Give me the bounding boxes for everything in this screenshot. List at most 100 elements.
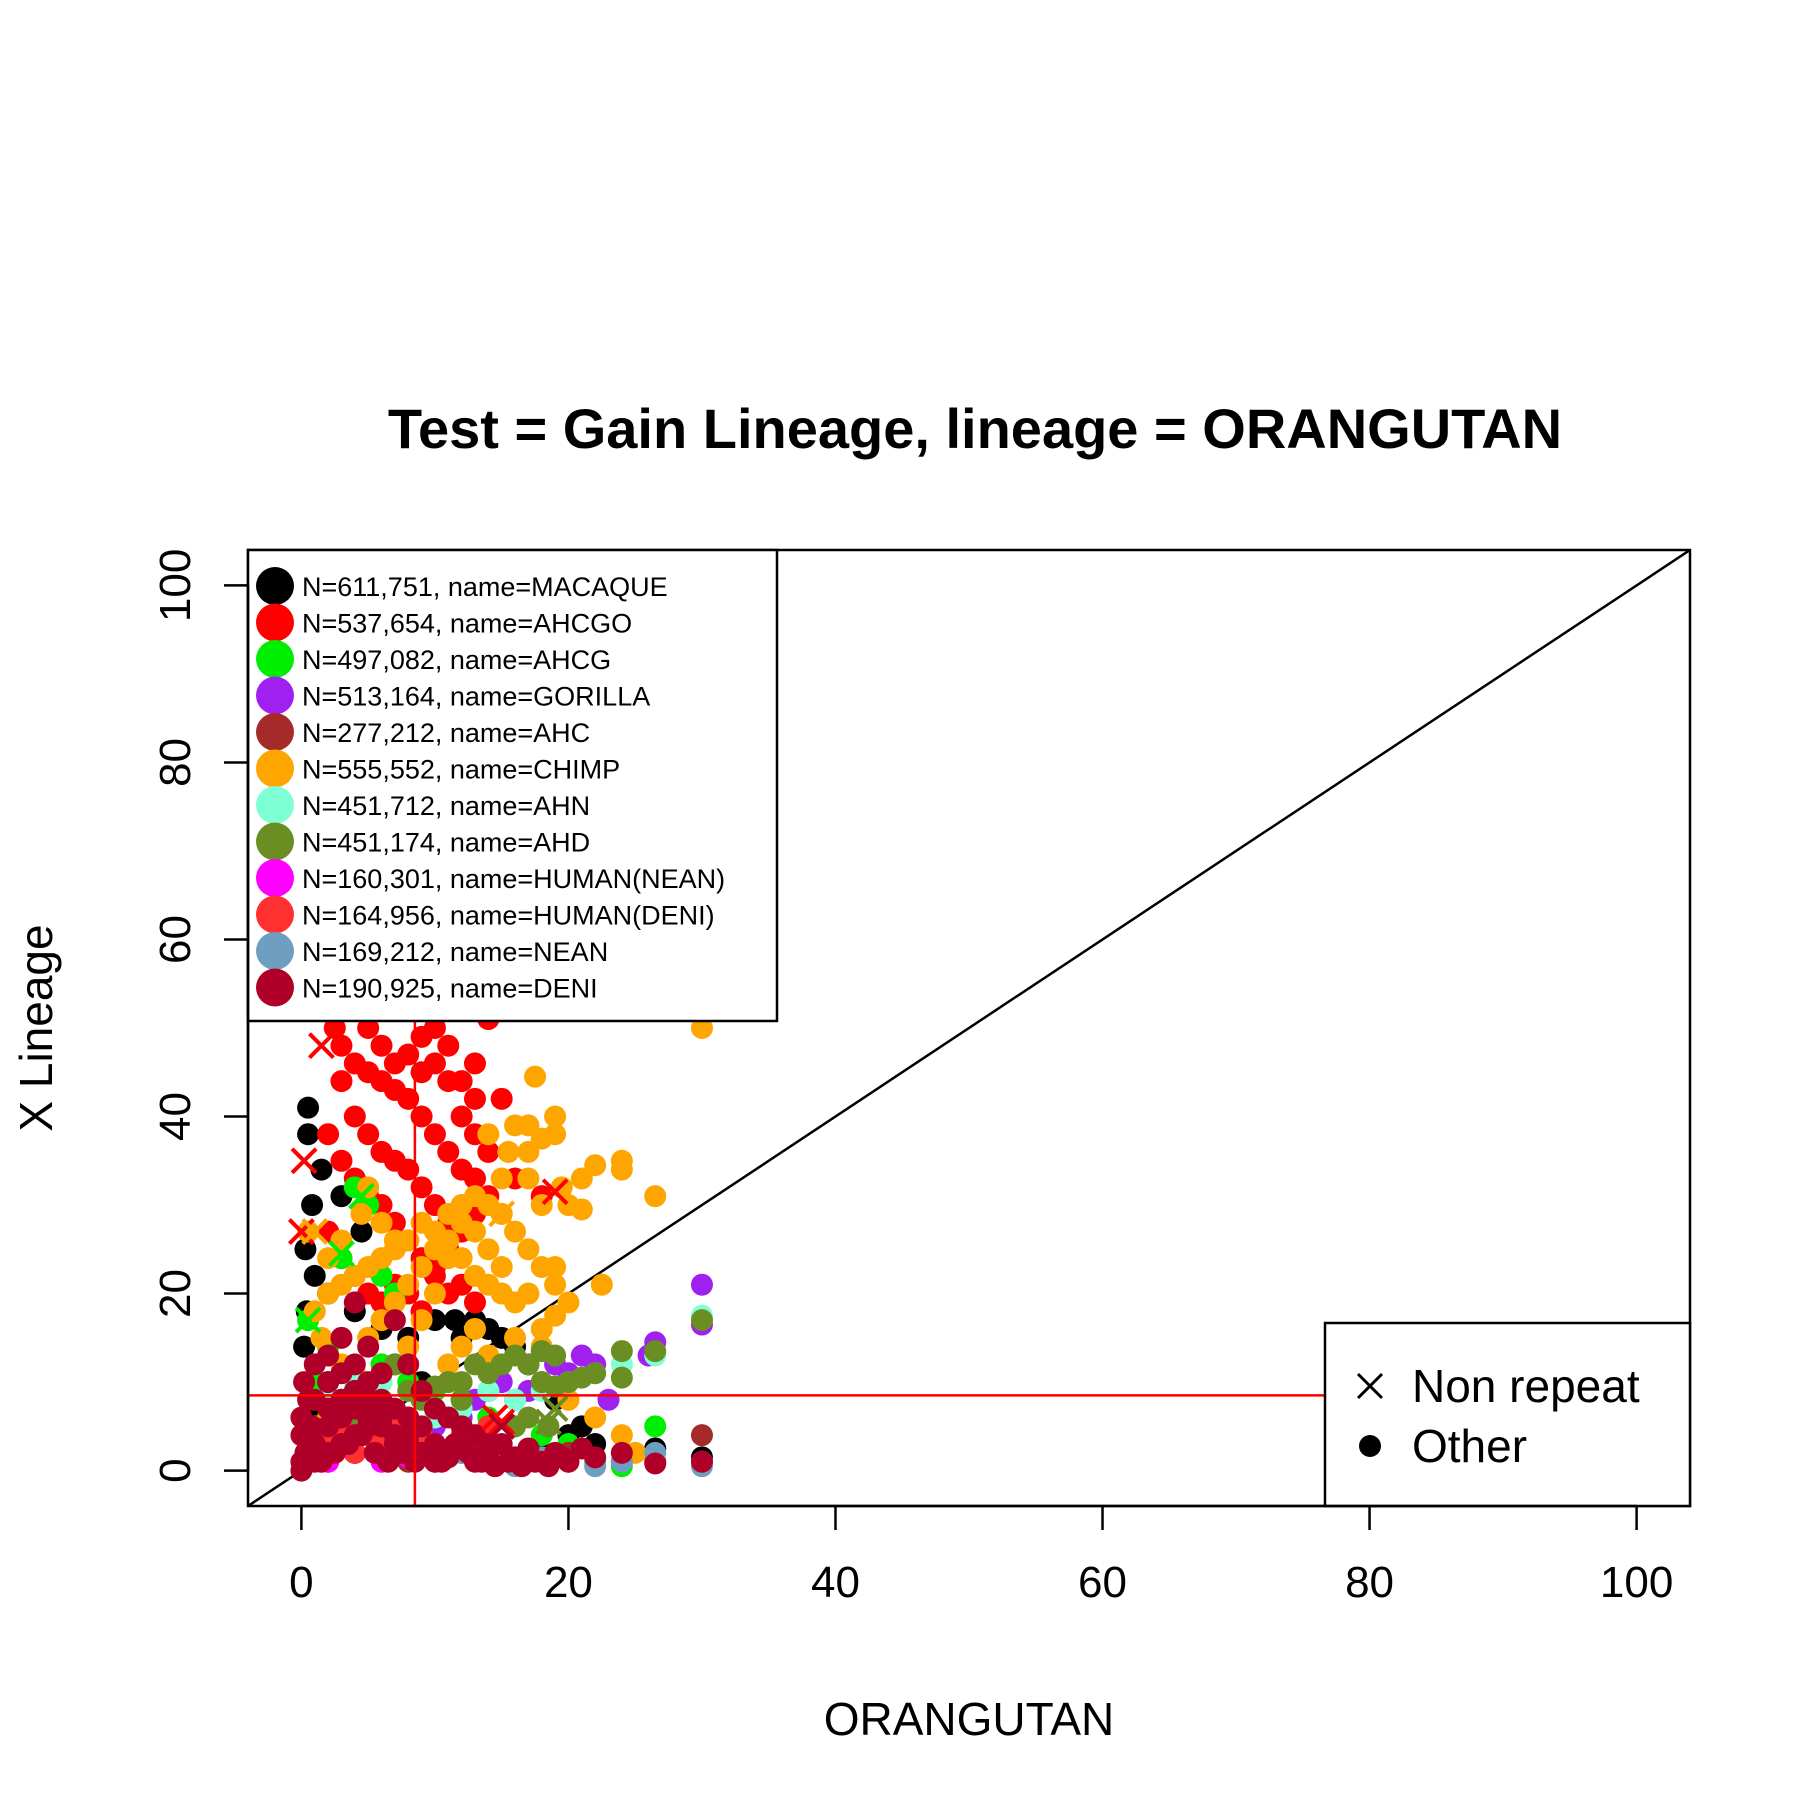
- series-11: [290, 1291, 713, 1482]
- cross-s0-2: [290, 1147, 318, 1175]
- point-s1-35: [490, 1087, 513, 1110]
- point-s7-31: [537, 1415, 560, 1438]
- point-s1-22: [323, 1017, 346, 1039]
- point-s5-67: [423, 1282, 446, 1305]
- point-s5-42: [310, 1326, 333, 1349]
- point-s11-26: [330, 1326, 353, 1349]
- point-s7-29: [450, 1388, 473, 1411]
- y-tick-label-1: 20: [151, 1269, 200, 1318]
- point-s5-1: [524, 1065, 547, 1088]
- point-s5-5: [517, 1140, 540, 1163]
- point-s5-17: [584, 1154, 607, 1177]
- point-s1-71: [463, 1291, 486, 1314]
- point-s0-2: [301, 1194, 324, 1217]
- point-s7-13: [463, 1353, 486, 1376]
- shape-legend-label-1: Other: [1412, 1420, 1527, 1472]
- legend-label-7: N=451,174, name=AHD: [302, 828, 590, 858]
- x-axis-label: ORANGUTAN: [824, 1693, 1115, 1745]
- point-s4-0: [690, 1424, 713, 1447]
- legend-label-10: N=169,212, name=NEAN: [302, 937, 608, 967]
- point-s5-60: [544, 1273, 567, 1296]
- legend-marker-3: [256, 676, 294, 715]
- legend-marker-0: [256, 567, 294, 605]
- point-s11-4: [570, 1437, 593, 1460]
- point-s11-1: [644, 1452, 667, 1475]
- point-s5-84: [437, 1353, 460, 1376]
- point-s11-67: [550, 1446, 573, 1469]
- point-s1-73: [343, 1105, 366, 1128]
- point-s5-16: [570, 1167, 593, 1190]
- legend-marker-7: [256, 822, 294, 861]
- point-s11-30: [383, 1309, 406, 1332]
- point-s5-86: [463, 1317, 486, 1340]
- point-s1-36: [463, 1052, 486, 1075]
- point-s7-26: [530, 1371, 553, 1394]
- cross-s0-3: [541, 1178, 569, 1206]
- legend-label-11: N=190,925, name=DENI: [302, 974, 598, 1004]
- point-s5-85: [450, 1335, 473, 1358]
- point-s5-9: [477, 1123, 500, 1146]
- point-s3-1: [597, 1388, 620, 1411]
- point-s1-30: [423, 1123, 446, 1146]
- point-s5-88: [504, 1326, 527, 1349]
- x-tick-label-4: 80: [1345, 1558, 1394, 1607]
- point-s5-10: [490, 1167, 513, 1190]
- point-s1-61: [330, 1149, 353, 1172]
- shape-legend-marker-0: [1356, 1372, 1384, 1400]
- chart-title: Test = Gain Lineage, lineage = ORANGUTAN: [388, 397, 1562, 460]
- point-s2-15: [644, 1415, 667, 1438]
- cross-s1-2: [294, 1306, 322, 1334]
- point-s5-11: [517, 1167, 540, 1190]
- point-s1-34: [477, 1140, 500, 1163]
- legend-label-0: N=611,751, name=MACAQUE: [302, 572, 668, 602]
- legend-label-1: N=537,654, name=AHCGO: [302, 609, 632, 639]
- legend-marker-6: [256, 786, 294, 824]
- point-s1-130: [437, 1070, 460, 1093]
- point-s5-57: [504, 1220, 527, 1243]
- x-tick-label-1: 20: [544, 1558, 593, 1607]
- legend-label-3: N=513,164, name=GORILLA: [302, 682, 650, 712]
- point-s11-2: [610, 1441, 633, 1464]
- point-s5-63: [477, 1238, 500, 1261]
- x-tick-label-0: 0: [289, 1558, 313, 1607]
- y-axis-label: X Lineage: [10, 924, 62, 1131]
- cross-group-4: [488, 1412, 516, 1440]
- point-s3-0: [690, 1273, 713, 1296]
- point-s5-77: [297, 1220, 320, 1243]
- legend-marker-2: [256, 640, 294, 678]
- y-tick-label-4: 80: [151, 738, 200, 787]
- legend-marker-5: [256, 749, 294, 788]
- point-s1-98: [370, 1034, 393, 1057]
- point-s7-1: [644, 1340, 667, 1363]
- cross-s2-1: [488, 1200, 516, 1228]
- legend-label-5: N=555,552, name=CHIMP: [302, 755, 620, 785]
- y-tick-label-3: 60: [151, 915, 200, 964]
- cross-s0-1: [308, 1032, 335, 1060]
- y-tick-label-0: 0: [151, 1458, 200, 1482]
- point-s5-23: [544, 1304, 567, 1327]
- legend: N=611,751, name=MACAQUE N=537,654, name=A…: [246, 548, 779, 1023]
- point-s5-62: [490, 1256, 513, 1278]
- point-s1-103: [437, 1034, 460, 1057]
- point-s7-3: [610, 1366, 633, 1389]
- cross-group-3: [535, 1395, 569, 1436]
- cross-s3-0: [535, 1408, 562, 1436]
- point-s5-78: [350, 1202, 373, 1225]
- point-s0-33: [350, 1220, 373, 1243]
- point-s11-0: [690, 1450, 713, 1473]
- point-s11-88: [301, 1415, 324, 1438]
- point-s7-2: [610, 1340, 633, 1363]
- legend-box: [246, 548, 779, 1023]
- point-s5-19: [610, 1158, 633, 1181]
- point-s7-25: [544, 1344, 567, 1367]
- point-s1-31: [437, 1140, 460, 1163]
- point-s11-89: [293, 1371, 316, 1394]
- cross-s0-6: [488, 1408, 516, 1436]
- shape-legend-label-0: Non repeat: [1412, 1360, 1640, 1412]
- point-s5-7: [544, 1105, 567, 1128]
- legend-marker-9: [256, 895, 294, 934]
- point-s0-31: [310, 1158, 333, 1181]
- point-s5-24: [530, 1317, 553, 1340]
- point-s1-23: [330, 1034, 353, 1057]
- point-s11-28: [357, 1335, 380, 1358]
